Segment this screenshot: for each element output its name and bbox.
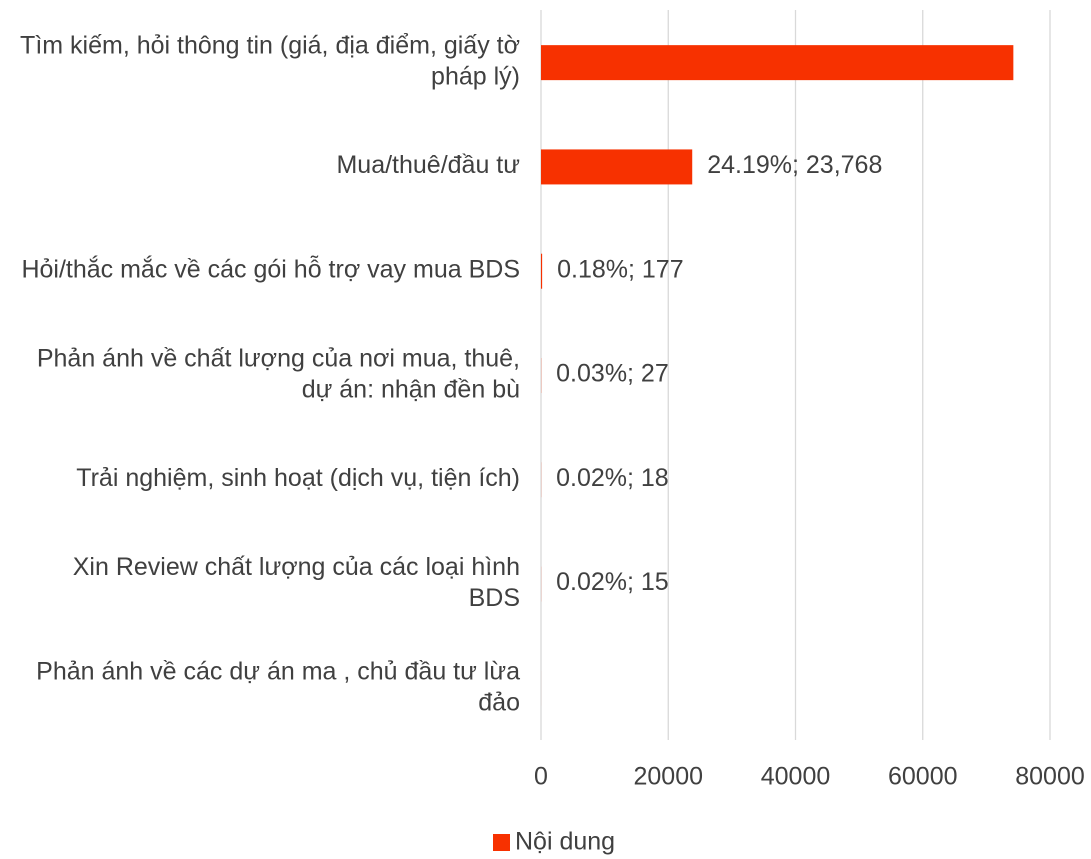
y-tick-label: Phản ánh về các dự án ma , chủ đầu tư lừ… — [36, 657, 520, 716]
legend-swatch — [493, 834, 510, 851]
y-tick-label: Trải nghiệm, sinh hoạt (dịch vụ, tiện íc… — [76, 464, 520, 492]
bar — [541, 45, 1014, 81]
x-tick-label: 80000 — [1015, 763, 1085, 791]
x-tick-label: 20000 — [633, 763, 703, 791]
y-tick-label: Phản ánh về chất lượng của nơi mua, thuê… — [37, 344, 520, 403]
bar — [541, 253, 543, 289]
bar — [541, 149, 693, 185]
legend-label: Nội dung — [515, 828, 615, 856]
x-tick-label: 60000 — [888, 763, 958, 791]
data-label: 0.02%; 18 — [556, 464, 669, 492]
y-tick-label: Mua/thuê/đầu tư — [336, 151, 520, 179]
data-label: 0.02%; 15 — [556, 568, 669, 596]
x-tick-label: 40000 — [761, 763, 831, 791]
data-label: 0.18%; 177 — [557, 255, 684, 283]
x-tick-label: 0 — [534, 763, 548, 791]
data-label: 24.19%; 23,768 — [707, 151, 882, 179]
y-tick-label: Xin Review chất lượng của các loại hình B… — [73, 553, 520, 612]
data-label: 0.03%; 27 — [556, 360, 669, 388]
y-tick-label: Hỏi/thắc mắc về các gói hỗ trợ vay mua B… — [21, 254, 520, 283]
y-tick-label: Tìm kiếm, hỏi thông tin (giá, địa điểm, … — [20, 31, 520, 90]
